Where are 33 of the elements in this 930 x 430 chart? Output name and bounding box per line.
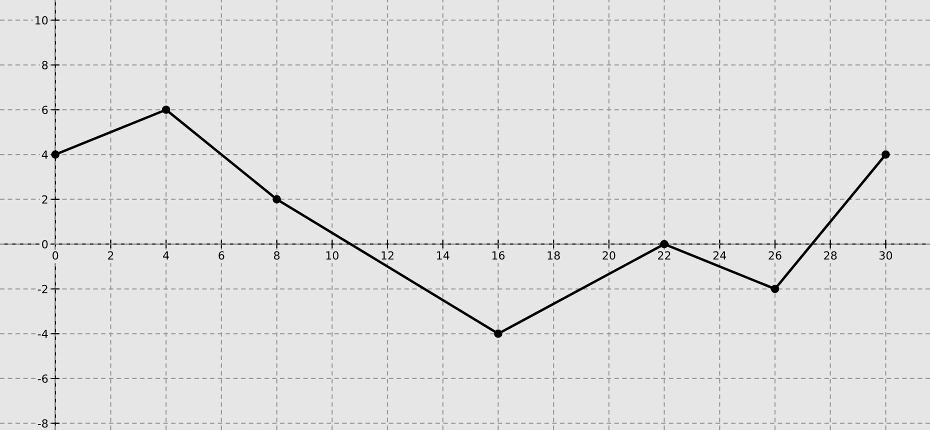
x-tick-label: 22 xyxy=(658,251,670,260)
point xyxy=(272,195,281,204)
x-tick-label: 2 xyxy=(108,251,114,260)
y-tick-label: 10 xyxy=(35,16,48,25)
x-tick-label: 6 xyxy=(218,251,224,260)
x-tick-label: 28 xyxy=(824,251,837,260)
x-tick-label: 12 xyxy=(382,251,394,260)
y-tick-label: -4 xyxy=(38,330,48,338)
y-tick-label: -2 xyxy=(38,284,48,294)
point xyxy=(770,284,780,294)
y-tick-label: 6 xyxy=(42,106,48,114)
x-tick-label: 4 xyxy=(163,251,169,260)
x-tick-label: 30 xyxy=(879,251,892,260)
x-tick-label: 20 xyxy=(602,251,616,260)
x-tick-label: 14 xyxy=(437,251,450,260)
y-tick-label: 4 xyxy=(42,150,48,159)
y-tick-label: 8 xyxy=(42,60,48,70)
point xyxy=(660,240,668,248)
point xyxy=(51,150,60,159)
x-tick-label: 8 xyxy=(274,251,280,260)
x-tick-label: 16 xyxy=(492,251,505,260)
x-tick-label: 24 xyxy=(713,251,726,260)
y-tick-label: 2 xyxy=(42,195,48,204)
point xyxy=(162,106,170,114)
point xyxy=(494,330,502,338)
x-tick-label: 10 xyxy=(326,251,338,260)
y-tick-label: -6 xyxy=(38,374,48,383)
x-tick-label: 0 xyxy=(52,251,58,260)
point xyxy=(882,150,890,159)
x-tick-label: 18 xyxy=(548,251,560,260)
y-tick-label: 0 xyxy=(42,240,48,248)
y-tick-label: -8 xyxy=(38,419,48,428)
x-tick-label: 26 xyxy=(768,251,782,260)
